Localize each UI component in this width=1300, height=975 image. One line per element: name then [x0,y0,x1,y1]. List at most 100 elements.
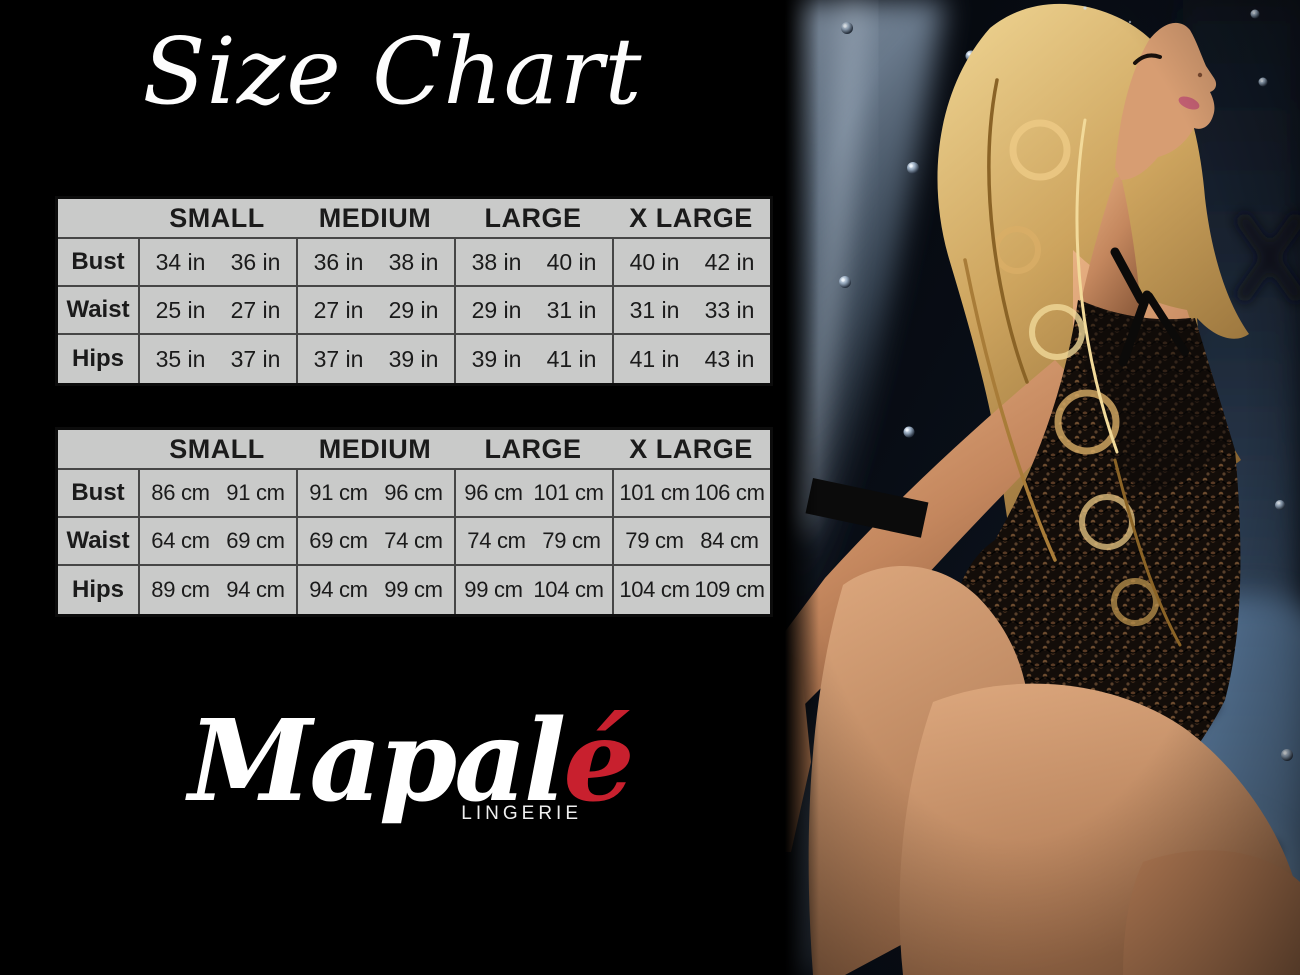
measurement-cell: 104 cm 109 cm [612,566,770,614]
row-label: Waist [58,518,138,566]
measurement-cell: 29 in 31 in [454,287,612,335]
size-column-header: X LARGE [612,430,770,470]
left-panel: Size Chart SMALL MEDIUM LARGE X LARGE Bust 34… [55,18,773,827]
model-photo [785,0,1300,975]
brand-logo: Mapalé LINGERIE [140,696,680,827]
measurement-value: 34 in [155,248,206,275]
table-corner-cell [58,430,138,470]
measurement-cell: 89 cm 94 cm [138,566,296,614]
measurement-value: 41 in [629,345,680,372]
row-label: Hips [71,345,124,372]
measurement-value: 37 in [313,345,364,372]
row-label: Bust [58,239,138,287]
size-column-header: X LARGE [612,199,770,239]
measurement-value: 69 cm [309,528,368,553]
measurement-value: 39 in [471,345,522,372]
measurement-value: 40 in [546,248,597,275]
measurement-cell: 101 cm 106 cm [612,470,770,518]
measurement-cell: 34 in 36 in [138,239,296,287]
row-label: Hips [71,576,124,603]
measurement-value: 69 cm [226,528,285,553]
measurement-cell: 25 in 27 in [138,287,296,335]
measurement-value: 27 in [313,296,364,323]
measurement-value: 36 in [230,248,281,275]
measurement-value: 101 cm [619,480,690,505]
size-table-inches: SMALL MEDIUM LARGE X LARGE Bust 34 in 36 in 36 … [55,196,773,386]
measurement-value: 39 in [388,345,439,372]
measurement-value: 109 cm [694,577,765,602]
measurement-cell: 69 cm 74 cm [296,518,454,566]
measurement-value: 64 cm [151,528,210,553]
measurement-cell: 40 in 42 in [612,239,770,287]
page-title: Size Chart [142,18,643,125]
measurement-value: 91 cm [309,480,368,505]
size-column-header: LARGE [454,199,612,239]
measurement-cell: 36 in 38 in [296,239,454,287]
brand-name-main: Mapal [188,696,566,827]
measurement-value: 41 in [546,345,597,372]
measurement-value: 27 in [230,296,281,323]
measurement-value: 36 in [313,248,364,275]
measurement-cell: 94 cm 99 cm [296,566,454,614]
measurement-value: 94 cm [309,577,368,602]
measurement-cell: 35 in 37 in [138,335,296,383]
measurement-value: 29 in [388,296,439,323]
measurement-value: 37 in [230,345,281,372]
measurement-cell: 86 cm 91 cm [138,470,296,518]
measurement-value: 29 in [471,296,522,323]
measurement-value: 79 cm [625,528,684,553]
measurement-value: 79 cm [542,528,601,553]
measurement-value: 38 in [471,248,522,275]
measurement-value: 31 in [629,296,680,323]
measurement-cell: 74 cm 79 cm [454,518,612,566]
size-column-header: MEDIUM [296,199,454,239]
measurement-cell: 37 in 39 in [296,335,454,383]
table-corner-cell [58,199,138,239]
measurement-cell: 38 in 40 in [454,239,612,287]
size-column-header: LARGE [454,430,612,470]
measurement-value: 99 cm [384,577,443,602]
photo-vignette [785,0,1300,975]
measurement-value: 104 cm [533,577,604,602]
measurement-value: 94 cm [226,577,285,602]
measurement-value: 104 cm [619,577,690,602]
brand-tagline: LINGERIE [461,802,582,824]
measurement-cell: 91 cm 96 cm [296,470,454,518]
measurement-value: 84 cm [700,528,759,553]
measurement-value: 35 in [155,345,206,372]
measurement-cell: 41 in 43 in [612,335,770,383]
size-column-header: MEDIUM [296,430,454,470]
row-label: Waist [58,287,138,335]
size-column-header: SMALL [138,430,296,470]
measurement-cell: 99 cm 104 cm [454,566,612,614]
measurement-cell: 27 in 29 in [296,287,454,335]
measurement-value: 96 cm [384,480,443,505]
measurement-cell: 31 in 33 in [612,287,770,335]
measurement-value: 89 cm [151,577,210,602]
measurement-value: 42 in [704,248,755,275]
measurement-value: 91 cm [226,480,285,505]
size-column-header: SMALL [138,199,296,239]
measurement-value: 43 in [704,345,755,372]
brand-name: Mapalé [140,696,680,827]
brand-name-accent: é [563,696,634,827]
measurement-value: 99 cm [464,577,523,602]
measurement-value: 25 in [155,296,206,323]
measurement-cell: 96 cm 101 cm [454,470,612,518]
measurement-value: 74 cm [467,528,526,553]
size-table-centimeters: SMALL MEDIUM LARGE X LARGE Bust 86 cm 91 cm 91 … [55,427,773,617]
measurement-value: 86 cm [151,480,210,505]
measurement-value: 96 cm [464,480,523,505]
measurement-value: 31 in [546,296,597,323]
measurement-value: 38 in [388,248,439,275]
measurement-value: 106 cm [694,480,765,505]
measurement-value: 101 cm [533,480,604,505]
measurement-cell: 39 in 41 in [454,335,612,383]
measurement-value: 33 in [704,296,755,323]
measurement-value: 74 cm [384,528,443,553]
measurement-value: 40 in [629,248,680,275]
measurement-cell: 79 cm 84 cm [612,518,770,566]
measurement-cell: 64 cm 69 cm [138,518,296,566]
row-label: Bust [58,470,138,518]
